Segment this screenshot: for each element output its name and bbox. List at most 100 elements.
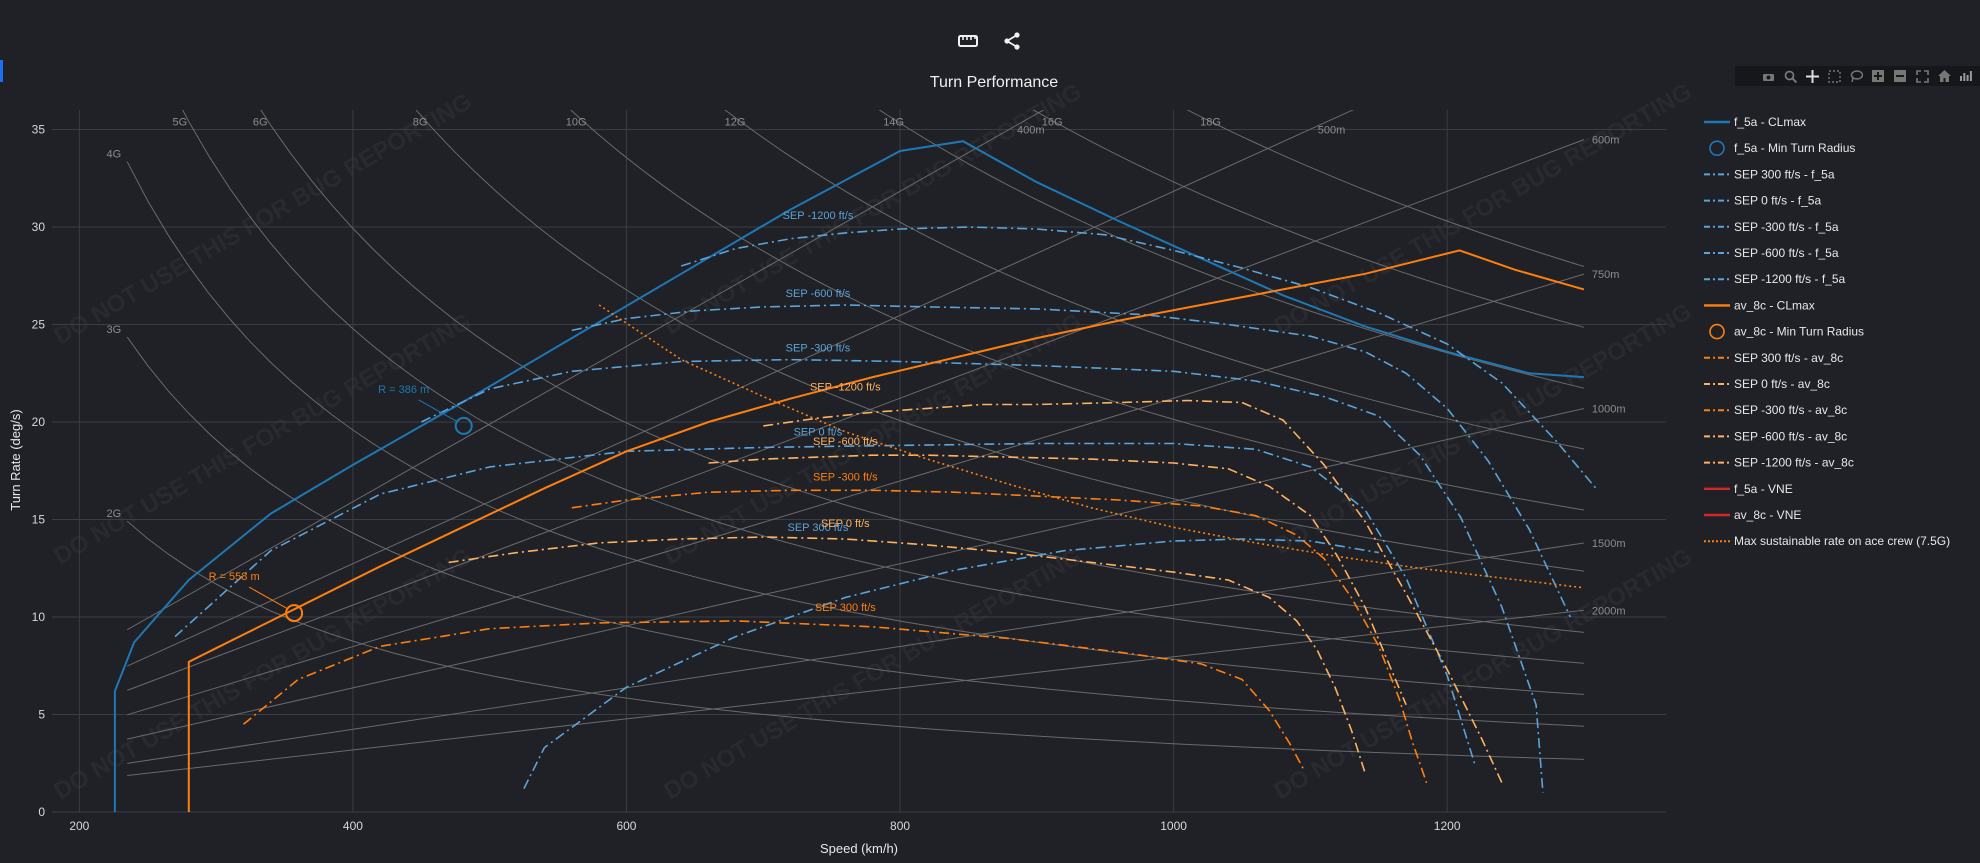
- series-line[interactable]: [571, 489, 1428, 784]
- g-load-line: [415, 110, 1584, 572]
- series-line[interactable]: [113, 140, 1584, 812]
- series-line[interactable]: [598, 304, 1584, 589]
- legend-label: SEP -600 ft/s - f_5a: [1734, 246, 1839, 260]
- legend-item[interactable]: SEP 0 ft/s - av_8c: [1704, 377, 1830, 391]
- legend-item[interactable]: f_5a - Min Turn Radius: [1709, 140, 1855, 156]
- legend-item[interactable]: av_8c - CLmax: [1704, 298, 1815, 312]
- annotation-arrow: [248, 586, 289, 610]
- radius-label: 750m: [1592, 269, 1620, 281]
- g-load-line: [126, 161, 1584, 695]
- camera-icon[interactable]: [1760, 68, 1776, 84]
- g-load-label: 14G: [883, 117, 904, 129]
- x-tick-label: 1200: [1434, 819, 1461, 833]
- legend-label: av_8c - CLmax: [1734, 298, 1815, 312]
- legend-item[interactable]: av_8c - VNE: [1704, 508, 1801, 522]
- radius-line: [127, 408, 1585, 740]
- ruler-icon[interactable]: [955, 28, 981, 54]
- legend-item[interactable]: SEP -600 ft/s - f_5a: [1704, 246, 1839, 260]
- plotly-logo-icon[interactable]: [1958, 68, 1974, 84]
- legend-item[interactable]: Max sustainable rate on ace crew (7.5G): [1704, 534, 1950, 548]
- box-select-icon[interactable]: [1826, 68, 1842, 84]
- lasso-icon[interactable]: [1848, 68, 1864, 84]
- plot-modebar: [1735, 66, 1980, 86]
- radius-line: [127, 273, 1585, 716]
- min-turn-radius-marker[interactable]: [285, 604, 304, 623]
- series-line[interactable]: [448, 536, 1366, 774]
- legend-label: SEP -1200 ft/s - av_8c: [1734, 456, 1854, 470]
- zoom-out-icon[interactable]: [1892, 68, 1908, 84]
- radius-line: [127, 139, 1585, 691]
- g-load-label: 10G: [566, 117, 587, 129]
- series-line[interactable]: [242, 620, 1305, 770]
- g-load-line: [260, 110, 1584, 633]
- legend-label: SEP 0 ft/s - f_5a: [1734, 194, 1821, 208]
- legend-item[interactable]: SEP 300 ft/s - f_5a: [1704, 167, 1835, 181]
- pan-icon[interactable]: [1804, 68, 1820, 84]
- legend-item[interactable]: SEP -300 ft/s - f_5a: [1704, 220, 1839, 234]
- radius-line: [126, 110, 1045, 631]
- y-tick-label: 5: [38, 708, 45, 722]
- legend-item[interactable]: f_5a - VNE: [1704, 482, 1793, 496]
- y-tick-label: 20: [32, 415, 46, 429]
- watermark-text: DO NOT USE THIS FOR BUG REPORTING: [660, 78, 1087, 340]
- series-line[interactable]: [523, 538, 1379, 789]
- min-turn-radius-marker[interactable]: [454, 416, 473, 435]
- series-line[interactable]: [763, 399, 1503, 784]
- chart-title: Turn Performance: [930, 74, 1058, 91]
- radius-line: [127, 609, 1584, 776]
- x-tick-label: 600: [616, 819, 636, 833]
- radius-line: [126, 110, 1354, 667]
- legend-marker-swatch: [1709, 323, 1725, 340]
- legend: f_5a - CLmax f_5a - Min Turn Radius SEP 30…: [1704, 115, 1950, 548]
- g-load-line: [1032, 110, 1585, 328]
- legend-item[interactable]: f_5a - CLmax: [1704, 115, 1806, 129]
- x-tick-label: 800: [890, 819, 910, 833]
- radius-label: 1500m: [1592, 538, 1626, 550]
- series-layer: [113, 140, 1599, 812]
- legend-item[interactable]: SEP -600 ft/s - av_8c: [1704, 429, 1847, 443]
- g-load-line: [1186, 110, 1585, 267]
- zoom-in-icon[interactable]: [1870, 68, 1886, 84]
- legend-item[interactable]: SEP 0 ft/s - f_5a: [1704, 194, 1821, 208]
- reset-axes-icon[interactable]: [1936, 68, 1952, 84]
- top-toolbar: [955, 28, 1025, 54]
- sep-label: SEP -1200 ft/s: [783, 210, 854, 222]
- g-load-label: 5G: [173, 117, 188, 129]
- g-load-label: 16G: [1042, 117, 1063, 129]
- g-load-label: 2G: [107, 508, 122, 520]
- legend-label: av_8c - VNE: [1734, 508, 1801, 522]
- g-load-label: 4G: [107, 149, 122, 161]
- sep-label: SEP -1200 ft/s: [810, 382, 881, 394]
- sep-label: SEP -600 ft/s: [813, 436, 878, 448]
- legend-item[interactable]: SEP -300 ft/s - av_8c: [1704, 403, 1847, 417]
- g-load-label: 18G: [1200, 117, 1221, 129]
- series-line[interactable]: [708, 454, 1407, 706]
- zoom-icon[interactable]: [1782, 68, 1798, 84]
- series-line[interactable]: [174, 442, 1476, 764]
- series-line[interactable]: [420, 358, 1544, 793]
- g-load-label: 3G: [107, 324, 122, 336]
- legend-label: SEP -300 ft/s - av_8c: [1734, 403, 1847, 417]
- y-tick-label: 10: [32, 610, 46, 624]
- legend-label: av_8c - Min Turn Radius: [1734, 325, 1864, 339]
- g-load-line: [878, 110, 1585, 389]
- series-line[interactable]: [680, 226, 1599, 491]
- autoscale-icon[interactable]: [1914, 68, 1930, 84]
- g-load-label: 8G: [413, 117, 428, 129]
- watermark-text: DO NOT USE THIS FOR BUG REPORTING: [1270, 78, 1697, 340]
- legend-label: f_5a - CLmax: [1734, 115, 1806, 129]
- g-load-line: [126, 336, 1584, 727]
- legend-item[interactable]: SEP -1200 ft/s - av_8c: [1704, 456, 1854, 470]
- legend-item[interactable]: av_8c - Min Turn Radius: [1709, 323, 1864, 340]
- y-tick-label: 25: [32, 318, 46, 332]
- y-axis-label: Turn Rate (deg/s): [8, 409, 23, 510]
- min-radius-annotation: R = 386 m: [378, 384, 429, 396]
- series-line[interactable]: [187, 249, 1585, 812]
- y-axis-ticks: 0 5 10 15 20 25 30 35: [32, 123, 46, 820]
- watermark-text: DO NOT USE THIS FOR BUG REPORTING: [50, 308, 477, 570]
- share-icon[interactable]: [999, 28, 1025, 54]
- y-tick-label: 35: [32, 123, 46, 137]
- annotation-arrow: [418, 399, 458, 423]
- legend-item[interactable]: SEP -1200 ft/s - f_5a: [1704, 272, 1846, 286]
- legend-item[interactable]: SEP 300 ft/s - av_8c: [1704, 351, 1843, 365]
